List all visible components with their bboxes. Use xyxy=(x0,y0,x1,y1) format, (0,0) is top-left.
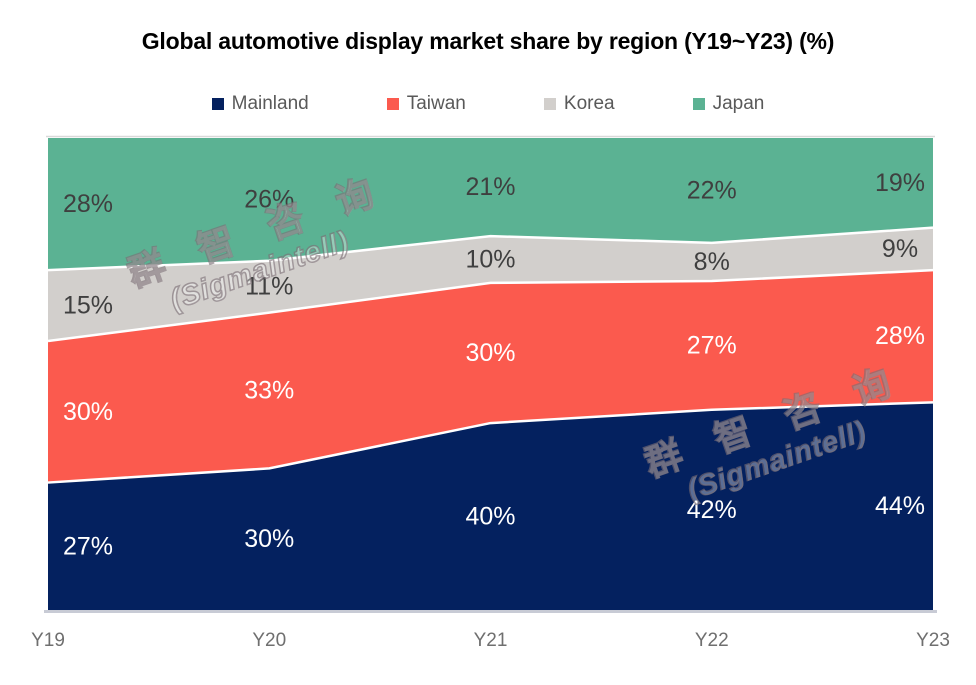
value-label-taiwan-y20: 33% xyxy=(244,377,294,405)
band-divider xyxy=(47,226,934,272)
legend-swatch-icon xyxy=(692,98,705,110)
x-tick-label-y22: Y22 xyxy=(695,630,729,651)
value-label-korea-y21: 10% xyxy=(465,246,515,274)
value-label-korea-y19: 15% xyxy=(63,292,113,320)
chart-title: Global automotive display market share b… xyxy=(141,28,835,54)
value-label-japan-y19: 28% xyxy=(63,190,113,218)
value-label-japan-y20: 26% xyxy=(244,185,294,213)
value-label-taiwan-y23: 28% xyxy=(875,322,925,350)
value-label-mainland-y19: 27% xyxy=(63,532,113,560)
legend-swatch-icon xyxy=(543,98,556,110)
value-label-mainland-y21: 40% xyxy=(465,503,515,531)
x-tick-label-y19: Y19 xyxy=(31,630,65,651)
value-label-korea-y20: 11% xyxy=(245,273,293,301)
value-label-korea-y23: 9% xyxy=(882,235,918,263)
value-label-korea-y22: 8% xyxy=(694,248,730,276)
legend-label: Japan xyxy=(712,93,765,114)
area-band-taiwan xyxy=(48,270,933,483)
x-tick-label-y20: Y20 xyxy=(252,630,286,651)
legend-swatch-icon xyxy=(211,98,224,110)
area-band-japan xyxy=(48,138,933,271)
legend-item-korea: Korea xyxy=(543,93,615,115)
legend: Mainland Taiwan Korea Japan xyxy=(0,93,976,115)
value-label-japan-y22: 22% xyxy=(687,176,737,204)
value-label-japan-y23: 19% xyxy=(875,169,925,197)
legend-label: Korea xyxy=(563,93,615,114)
value-label-taiwan-y21: 30% xyxy=(465,339,515,367)
legend-label: Mainland xyxy=(231,93,309,114)
band-divider xyxy=(47,401,934,484)
band-divider xyxy=(47,268,934,343)
area-band-mainland xyxy=(48,402,933,610)
legend-swatch-icon xyxy=(386,98,399,110)
value-label-taiwan-y22: 27% xyxy=(687,331,737,359)
value-label-taiwan-y19: 30% xyxy=(63,398,113,426)
legend-item-taiwan: Taiwan xyxy=(386,93,466,115)
x-tick-label-y23: Y23 xyxy=(916,630,950,651)
value-label-mainland-y23: 44% xyxy=(875,492,925,520)
legend-item-mainland: Mainland xyxy=(211,93,309,115)
x-tick-label-y21: Y21 xyxy=(474,630,508,651)
legend-label: Taiwan xyxy=(406,93,466,114)
legend-item-japan: Japan xyxy=(692,93,765,115)
value-label-mainland-y22: 42% xyxy=(687,496,737,524)
value-label-japan-y21: 21% xyxy=(465,173,515,201)
value-label-mainland-y20: 30% xyxy=(244,525,294,553)
